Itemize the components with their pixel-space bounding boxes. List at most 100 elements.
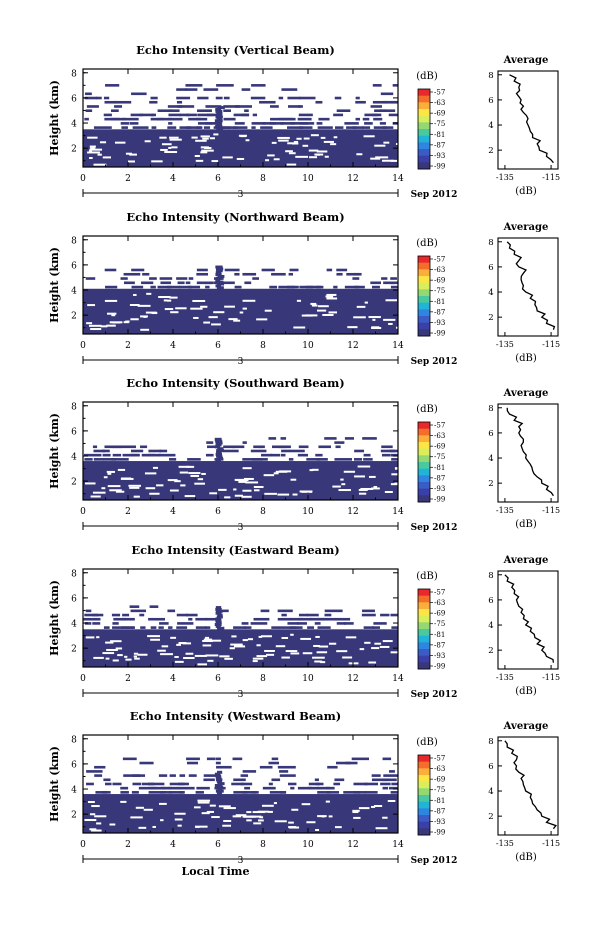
avg-x-label: (dB): [515, 852, 537, 863]
x-tick-label: 8: [260, 507, 266, 517]
echo-cell: [177, 105, 195, 108]
y-tick-label: 6: [71, 760, 77, 770]
echo-gap: [223, 807, 236, 810]
echo-gap: [332, 485, 341, 488]
echo-cell: [370, 281, 382, 285]
echo-gap: [88, 324, 102, 327]
echo-gap: [345, 636, 357, 639]
echo-cell: [269, 122, 284, 125]
echo-cell: [307, 786, 320, 790]
echo-plume: [215, 606, 222, 610]
echo-cell: [335, 126, 344, 129]
echo-gap: [107, 472, 112, 475]
echo-cell: [122, 117, 139, 121]
echo-cell: [297, 786, 312, 790]
colorbar-unit: (dB): [416, 404, 438, 415]
echo-gap: [182, 642, 192, 645]
echo-gap: [296, 137, 302, 140]
echo-gap: [194, 825, 208, 828]
echo-cell: [259, 100, 276, 104]
echo-cell: [132, 774, 146, 777]
echo-cell: [287, 117, 296, 121]
echo-gap: [372, 318, 376, 321]
echo-cell: [179, 126, 192, 129]
echo-plume: [214, 437, 222, 441]
colorbar-step: [418, 629, 430, 637]
echo-cell: [391, 782, 398, 786]
echo-gap: [147, 635, 160, 638]
colorbar-step: [418, 309, 430, 317]
echo-gap: [347, 326, 358, 329]
echo-gap: [195, 825, 200, 828]
echo-field: [83, 757, 398, 833]
echo-gap: [207, 659, 214, 662]
echo-gap: [174, 818, 183, 821]
echo-cell: [306, 613, 319, 617]
echo-plume: [217, 106, 225, 110]
echo-cell: [150, 626, 157, 629]
colorbar-unit: (dB): [416, 737, 438, 748]
echo-gap: [130, 816, 143, 819]
y-tick-label: 2: [71, 811, 77, 821]
echo-gap: [156, 484, 164, 487]
echo-gap: [203, 321, 211, 324]
avg-x-label: (dB): [515, 686, 537, 697]
echo-cell: [281, 449, 291, 453]
echo-gap: [129, 153, 137, 156]
echo-cell: [131, 92, 147, 96]
colorbar-step: [418, 422, 430, 430]
echo-cell: [93, 126, 112, 129]
echo-cell: [308, 782, 320, 786]
echo-cell: [120, 791, 129, 794]
echo-cell: [216, 765, 232, 769]
y-tick-label: 8: [71, 69, 77, 79]
echo-gap: [333, 136, 338, 139]
echo-cell: [104, 782, 112, 786]
echo-gap: [211, 639, 222, 642]
echo-gap: [302, 652, 313, 655]
echo-cell: [185, 613, 198, 617]
echo-gap: [316, 651, 328, 654]
echo-cell: [122, 613, 130, 617]
echo-plume: [215, 278, 221, 282]
colorbar-step: [418, 595, 430, 603]
echo-gap: [245, 481, 259, 484]
colorbar-step: [418, 609, 430, 617]
echo-gap: [211, 160, 219, 163]
echo-gap: [273, 158, 280, 161]
echo-gap: [178, 465, 190, 468]
echo-cell: [196, 272, 209, 276]
echo-cell: [110, 117, 126, 121]
echo-cell: [92, 613, 104, 617]
echo-gap: [174, 656, 179, 659]
echo-gap: [330, 143, 337, 146]
echo-cell: [140, 445, 148, 449]
x-tick-label: 12: [347, 341, 358, 351]
echo-gap: [241, 495, 252, 498]
echo-gap: [144, 140, 151, 143]
echo-gap: [287, 142, 294, 145]
echo-cell: [363, 453, 371, 457]
x-tick-label: 6: [215, 507, 221, 517]
x-tick-label: 14: [392, 174, 404, 184]
echo-gap: [107, 485, 121, 488]
echo-gap: [340, 478, 344, 481]
colorbar-step: [418, 435, 430, 443]
echo-cell: [288, 272, 293, 276]
echo-cell: [345, 761, 358, 765]
echo-cell: [231, 445, 245, 449]
echo-cell: [315, 782, 324, 786]
echo-cell: [383, 281, 395, 285]
colorbar-frame: [417, 588, 431, 670]
echo-cell: [92, 622, 101, 625]
echo-gap: [208, 316, 218, 319]
avg-y-tick-label: 8: [488, 737, 493, 747]
echo-gap: [231, 635, 237, 638]
echo-plume: [216, 123, 222, 127]
echo-cell: [373, 126, 387, 129]
echo-cell: [196, 117, 208, 121]
echo-cell: [242, 458, 259, 461]
echo-cell: [361, 613, 376, 617]
echo-cell: [186, 113, 197, 117]
echo-gap: [288, 152, 296, 155]
